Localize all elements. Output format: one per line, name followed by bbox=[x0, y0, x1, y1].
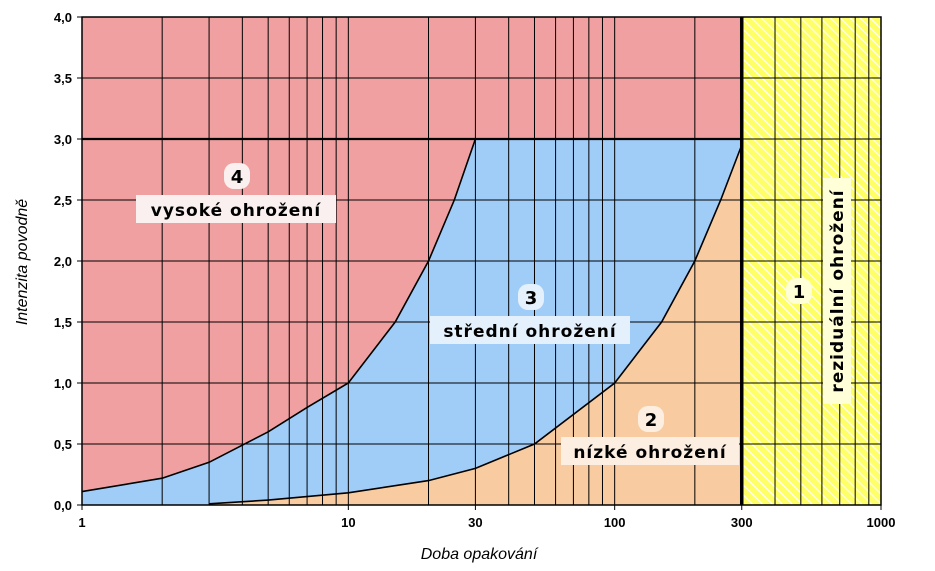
x-tick-label: 1000 bbox=[867, 515, 896, 530]
zone-4-number-bg bbox=[224, 163, 250, 189]
upper-boundary-curve bbox=[81, 138, 477, 493]
zone-3-number-bg bbox=[518, 284, 544, 310]
lower-boundary-curve bbox=[209, 144, 743, 505]
y-tick-label: 4,0 bbox=[54, 10, 72, 25]
zone-2-number: 2 bbox=[645, 410, 658, 431]
y-tick-label: 1,0 bbox=[54, 376, 72, 391]
y-tick-label: 0,5 bbox=[54, 437, 72, 452]
zone-1-number: 1 bbox=[793, 282, 806, 303]
zone-1-label-group: 1 reziduální ohrožení bbox=[786, 178, 851, 404]
zone-1-label: reziduální ohrožení bbox=[828, 189, 848, 392]
y-tick-label: 2,5 bbox=[54, 193, 72, 208]
grid bbox=[82, 17, 881, 505]
zone-2-label-group: 2 nízké ohrožení bbox=[561, 406, 739, 465]
zone-1-number-bg bbox=[786, 278, 812, 304]
zone-3-number: 3 bbox=[525, 288, 538, 309]
zone-4-label-bg bbox=[136, 195, 336, 223]
zone-4-number: 4 bbox=[231, 167, 244, 188]
x-tick-labels: 1 10 30 100 300 1000 bbox=[78, 505, 895, 530]
zone-4-label: vysoké ohrožení bbox=[151, 201, 322, 221]
y-tick-label: 3,5 bbox=[54, 71, 72, 86]
zone-2-number-bg bbox=[638, 406, 664, 432]
y-tick-label: 1,5 bbox=[54, 315, 72, 330]
y-tick-label: 2,0 bbox=[54, 254, 72, 269]
x-tick-label: 300 bbox=[731, 515, 753, 530]
zone-2-label: nízké ohrožení bbox=[573, 443, 726, 463]
x-tick-label: 100 bbox=[604, 515, 626, 530]
x-tick-label: 1 bbox=[78, 515, 85, 530]
y-tick-labels: 0,0 0,5 1,0 1,5 2,0 2,5 3,0 3,5 4,0 bbox=[54, 10, 82, 513]
x-tick-label: 10 bbox=[341, 515, 355, 530]
y-axis-label: Intenzita povodně bbox=[14, 199, 31, 325]
zone-3-label-bg bbox=[430, 316, 630, 344]
zone-3-label: střední ohrožení bbox=[443, 322, 617, 342]
zone-4-label-group: 4 vysoké ohrožení bbox=[136, 163, 336, 223]
zone-3-label-group: 3 střední ohrožení bbox=[430, 284, 630, 344]
x-axis-label: Doba opakování bbox=[421, 546, 539, 563]
x-tick-label: 30 bbox=[468, 515, 482, 530]
plot-area bbox=[81, 16, 882, 506]
zone-2-label-bg bbox=[561, 437, 739, 465]
zone-1-label-bg bbox=[823, 178, 851, 404]
y-tick-label: 3,0 bbox=[54, 132, 72, 147]
y-tick-label: 0,0 bbox=[54, 498, 72, 513]
zone-2-area bbox=[209, 145, 742, 505]
